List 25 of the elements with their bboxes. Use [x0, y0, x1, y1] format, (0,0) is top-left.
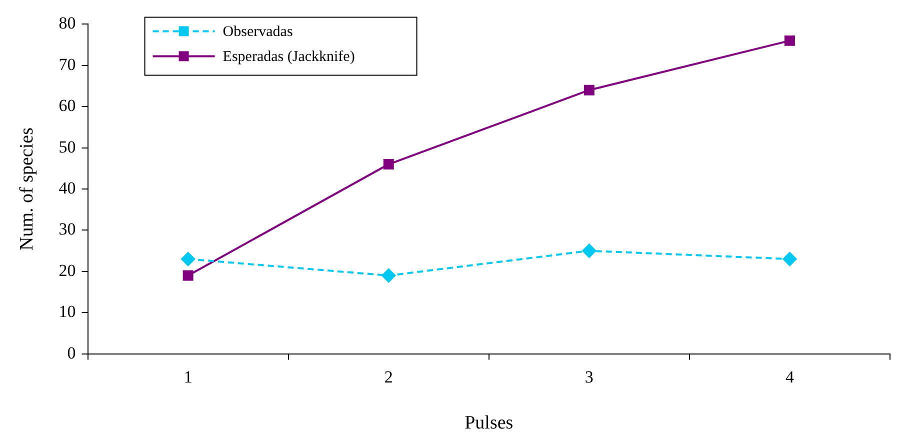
y-tick-label: 20	[58, 260, 76, 280]
point	[582, 244, 596, 258]
x-axis-title: Pulses	[464, 412, 514, 434]
x-tick-label: 4	[785, 367, 794, 386]
y-tick-label: 50	[58, 137, 76, 156]
x-tick-label: 2	[384, 367, 393, 386]
y-tick-label: 30	[58, 220, 76, 239]
y-tick-label: 40	[58, 178, 76, 198]
y-tick-label: 10	[58, 302, 76, 322]
y-tick-label: 70	[58, 54, 76, 74]
point	[382, 268, 396, 283]
y-tick-label: 0	[67, 343, 76, 362]
y-tick-label: 80	[58, 14, 76, 33]
point	[782, 252, 797, 266]
point	[784, 35, 795, 46]
x-tick-label: 3	[584, 367, 594, 386]
point	[383, 159, 394, 170]
y-tick-label: 60	[58, 96, 76, 116]
legend-label: Observadas	[222, 24, 293, 40]
point	[181, 252, 196, 266]
point	[584, 84, 594, 96]
legend-label: Esperadas (Jackknife)	[222, 49, 355, 66]
x-tick-label: 1	[184, 367, 192, 386]
point	[182, 270, 194, 281]
y-axis-title: Num. of species	[16, 128, 38, 250]
